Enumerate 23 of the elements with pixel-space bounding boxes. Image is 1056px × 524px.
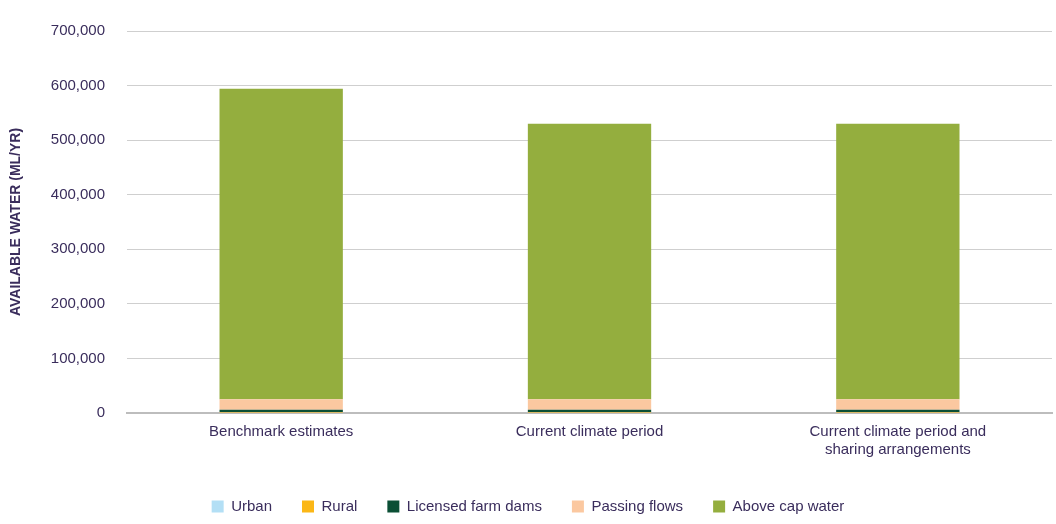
y-tick-label: 100,000 [50,348,106,366]
y-tick-label: 400,000 [50,184,106,202]
bar [219,399,343,410]
bar [836,123,960,400]
legend-label: Licensed farm dams [406,496,542,514]
x-tick-label: Current climate period [515,422,664,440]
bar [836,399,960,410]
x-tick-label: Benchmark estimates [209,422,354,440]
bar [527,123,652,400]
x-tick-label: Current climate period and sharing arrangements [809,422,987,458]
y-axis-title: AVAILABLE WATER (ML/YR) [7,127,24,317]
y-tick-label: 500,000 [50,130,106,148]
y-tick-label: 700,000 [50,21,106,39]
y-tick-label: 600,000 [50,75,106,93]
legend-label: Urban [231,496,273,514]
y-tick-label: 200,000 [50,294,106,311]
y-tick-label: 300,000 [50,239,106,257]
legend-label: Above cap water [732,496,845,514]
bar [219,88,343,400]
legend-label: Rural [321,496,358,514]
legend-label: Passing flows [591,496,684,514]
bar [527,399,652,410]
y-tick-label: 0 [96,403,106,421]
